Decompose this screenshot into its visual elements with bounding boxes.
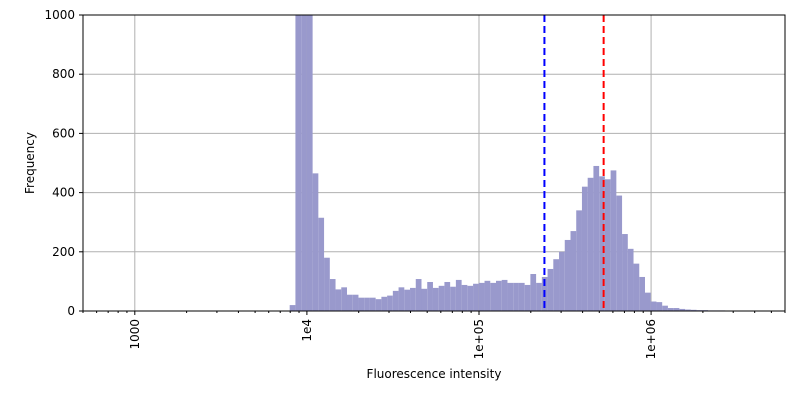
histogram-bar <box>644 292 651 311</box>
histogram-bars <box>289 15 737 311</box>
histogram-bar <box>490 282 496 311</box>
y-tick-label: 400 <box>52 186 75 200</box>
histogram-bar <box>335 289 342 311</box>
histogram-bar <box>301 15 307 311</box>
histogram-bar <box>404 289 411 311</box>
histogram-bar <box>295 15 302 311</box>
histogram-bar <box>513 282 519 311</box>
histogram-bar <box>673 308 680 311</box>
histogram-bar <box>593 165 600 311</box>
histogram-bar <box>576 210 582 311</box>
x-tick-label: 1e+06 <box>644 319 658 359</box>
histogram-bar <box>444 281 451 311</box>
histogram-bar <box>570 231 577 311</box>
histogram-bar <box>604 179 611 311</box>
histogram-bar <box>415 279 422 311</box>
x-axis-label: Fluorescence intensity <box>367 367 502 381</box>
histogram-bar <box>633 263 640 311</box>
histogram-bar <box>369 297 376 311</box>
x-tick-label: 1000 <box>128 319 142 350</box>
histogram-bar <box>667 308 674 311</box>
histogram-bar <box>306 15 313 311</box>
histogram-bar <box>478 282 485 311</box>
x-tick-label: 1e+05 <box>472 319 486 359</box>
histogram-bar <box>564 239 571 311</box>
histogram-bar <box>627 248 634 311</box>
x-tick-label: 1e4 <box>300 319 314 342</box>
histogram-bar <box>432 287 439 311</box>
histogram-bar <box>639 276 645 311</box>
histogram-bar <box>318 217 325 311</box>
histogram-bar <box>381 296 388 311</box>
histogram-bar <box>329 279 336 311</box>
histogram-bar <box>392 290 399 311</box>
histogram-bar <box>346 294 353 311</box>
histogram-bar <box>473 283 479 311</box>
y-tick-label: 600 <box>52 126 75 140</box>
histogram-bar <box>530 274 537 311</box>
histogram-bar <box>553 259 560 311</box>
histogram-bar <box>455 279 462 311</box>
histogram-bar <box>364 297 370 311</box>
histogram-bar <box>312 173 319 311</box>
y-tick-label: 0 <box>67 304 75 318</box>
histogram-bar <box>581 186 588 311</box>
histogram-bar <box>467 285 474 311</box>
threshold-lines <box>543 15 605 311</box>
histogram-bar <box>438 285 445 311</box>
histogram-bar <box>324 257 330 311</box>
y-axis-label: Frequency <box>23 132 37 194</box>
histogram-bar <box>685 309 691 311</box>
histogram-bar <box>289 305 296 311</box>
histogram-bar <box>679 308 686 311</box>
histogram-bar <box>536 282 542 311</box>
histogram-bar <box>501 279 508 311</box>
histogram-bar <box>427 281 433 311</box>
histogram-bar <box>495 280 502 311</box>
histogram-bar <box>547 268 554 311</box>
histogram-bar <box>387 295 393 311</box>
histogram-bar <box>662 305 668 311</box>
histogram-bar <box>656 302 663 311</box>
histogram-bar <box>587 177 594 311</box>
x-axis-ticks: 1000 1e4 1e+05 1e+06 <box>82 311 786 359</box>
histogram-bar <box>398 287 405 311</box>
histogram-bar <box>559 251 565 311</box>
plot-frame <box>82 14 786 312</box>
y-tick-label: 1000 <box>44 8 75 22</box>
y-axis-ticks: 0 200 400 600 800 1000 <box>44 8 83 318</box>
histogram-bar <box>410 287 416 311</box>
histogram-bar <box>375 299 382 311</box>
histogram-bar <box>524 284 531 311</box>
histogram-bar <box>650 301 657 311</box>
y-tick-label: 200 <box>52 245 75 259</box>
histogram-bar <box>341 287 347 311</box>
histogram-bar <box>518 282 525 311</box>
histogram-bar <box>622 234 628 311</box>
histogram-bar <box>484 280 491 311</box>
y-tick-label: 800 <box>52 67 75 81</box>
histogram-bar <box>507 282 514 311</box>
histogram-bar <box>616 195 623 311</box>
histogram-bar <box>461 284 468 311</box>
histogram-bar <box>421 288 428 311</box>
histogram-bar <box>450 286 456 311</box>
histogram-bar <box>352 294 359 311</box>
histogram-bar <box>599 176 605 311</box>
histogram-bar <box>690 309 697 311</box>
histogram-bar <box>358 297 365 311</box>
histogram-bar <box>610 170 617 311</box>
grid-lines <box>83 14 785 312</box>
